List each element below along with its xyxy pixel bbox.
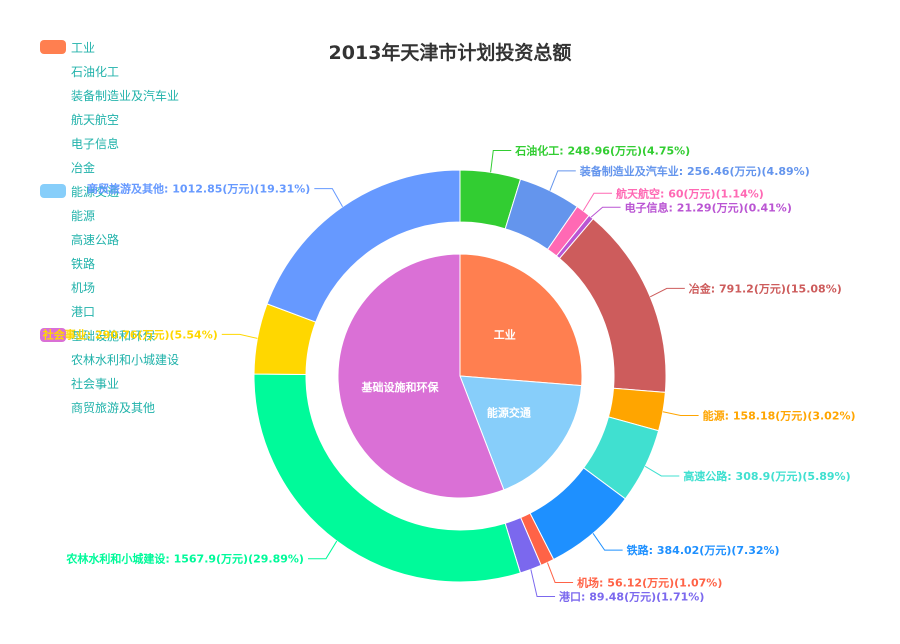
outer-label-slice-8: 机场: 56.12(万元)(1.07%) bbox=[577, 575, 722, 589]
legend-item-label: 高速公路 bbox=[71, 233, 120, 247]
leader-slice-7 bbox=[592, 533, 623, 551]
legend-label: 基础设施和环保 bbox=[71, 329, 156, 343]
legend-swatch bbox=[40, 184, 66, 198]
leader-slice-5 bbox=[662, 411, 699, 417]
legend-group-2[interactable]: 基础设施和环保 bbox=[40, 326, 240, 350]
leader-slice-10 bbox=[307, 540, 338, 560]
legend-item-label: 冶金 bbox=[71, 161, 96, 175]
outer-label-slice-2: 航天航空: 60(万元)(1.14%) bbox=[616, 186, 764, 200]
legend-item-label: 港口 bbox=[71, 305, 96, 319]
outer-label-slice-6: 高速公路: 308.9(万元)(5.89%) bbox=[683, 469, 850, 483]
legend-item-0-2[interactable]: 航天航空 bbox=[40, 110, 240, 134]
legend-item-2-0[interactable]: 农林水利和小城建设 bbox=[40, 350, 240, 374]
legend-item-label: 机场 bbox=[71, 281, 96, 295]
inner-slice-1[interactable] bbox=[459, 375, 583, 491]
outer-label-slice-12: 商贸旅游及其他: 1012.85(万元)(19.31%) bbox=[87, 182, 310, 196]
legend-item-1-4[interactable]: 港口 bbox=[40, 302, 240, 326]
legend-item-0-0[interactable]: 石油化工 bbox=[40, 62, 240, 86]
outer-slice-12[interactable] bbox=[266, 169, 461, 323]
leader-slice-3 bbox=[590, 206, 621, 218]
slice-labels: 石油化工: 248.96(万元)(4.75%) 装备制造业及汽车业: 256.46… bbox=[42, 144, 856, 604]
outer-label-slice-3: 电子信息: 21.29(万元)(0.41%) bbox=[625, 200, 792, 214]
legend-group-0[interactable]: 工业 bbox=[40, 38, 240, 62]
legend-item-label: 商贸旅游及其他 bbox=[71, 401, 156, 415]
legend-item-0-3[interactable]: 电子信息 bbox=[40, 134, 240, 158]
legend-label: 能源交通 bbox=[71, 185, 120, 199]
legend-item-2-2[interactable]: 商贸旅游及其他 bbox=[40, 398, 240, 422]
leader-slice-0 bbox=[490, 150, 512, 173]
legend-item-0-4[interactable]: 冶金 bbox=[40, 158, 240, 182]
outer-label-slice-4: 冶金: 791.2(万元)(15.08%) bbox=[689, 281, 842, 295]
legend-item-1-0[interactable]: 能源 bbox=[40, 206, 240, 230]
leader-slice-9 bbox=[530, 569, 556, 597]
inner-slice-label: 工业 bbox=[494, 328, 516, 342]
chart-title: 2013年天津市计划投资总额 bbox=[328, 42, 572, 64]
leader-slice-6 bbox=[644, 465, 680, 477]
legend-item-label: 航天航空 bbox=[71, 113, 120, 127]
outer-label-slice-7: 铁路: 384.02(万元)(7.32%) bbox=[627, 543, 780, 557]
legend-item-label: 电子信息 bbox=[71, 137, 120, 151]
legend-item-label: 石油化工 bbox=[71, 65, 120, 79]
leader-slice-2 bbox=[582, 192, 612, 212]
legend-item-label: 铁路 bbox=[71, 257, 96, 271]
label-leaders bbox=[221, 150, 699, 597]
outer-label-slice-9: 港口: 89.48(万元)(1.71%) bbox=[559, 589, 704, 603]
leader-slice-4 bbox=[649, 287, 685, 298]
outer-ring bbox=[253, 169, 667, 583]
legend-label: 工业 bbox=[71, 41, 96, 55]
inner-slice-2[interactable] bbox=[337, 253, 505, 499]
outer-label-slice-11: 社会事业: 290.76(万元)(5.54%) bbox=[42, 327, 218, 341]
leader-slice-1 bbox=[549, 170, 576, 191]
leader-slice-8 bbox=[546, 562, 574, 583]
legend-item-1-1[interactable]: 高速公路 bbox=[40, 230, 240, 254]
legend-swatch bbox=[40, 328, 66, 342]
inner-slice-0[interactable] bbox=[459, 253, 583, 387]
outer-label-slice-5: 能源: 158.18(万元)(3.02%) bbox=[703, 409, 856, 423]
legend-item-1-3[interactable]: 机场 bbox=[40, 278, 240, 302]
outer-label-slice-10: 农林水利和小城建设: 1567.9(万元)(29.89%) bbox=[65, 552, 304, 566]
legend-item-label: 能源 bbox=[71, 209, 96, 223]
leader-slice-12 bbox=[314, 188, 344, 207]
inner-slice-label: 基础设施和环保 bbox=[361, 380, 440, 394]
legend-item-label: 社会事业 bbox=[71, 377, 120, 391]
outer-label-slice-0: 石油化工: 248.96(万元)(4.75%) bbox=[514, 144, 690, 158]
inner-slice-label: 能源交通 bbox=[487, 405, 531, 419]
leader-slice-11 bbox=[221, 333, 258, 339]
legend-item-2-1[interactable]: 社会事业 bbox=[40, 374, 240, 398]
legend-item-label: 农林水利和小城建设 bbox=[71, 353, 180, 367]
legend-item-label: 装备制造业及汽车业 bbox=[71, 89, 180, 103]
legend: 工业石油化工装备制造业及汽车业 航天航空电子信息冶金能源交通能源高速公路铁路机场港… bbox=[40, 38, 240, 422]
outer-slice-10[interactable] bbox=[253, 373, 522, 583]
outer-label-slice-1: 装备制造业及汽车业: 256.46(万元)(4.89%) bbox=[579, 164, 810, 178]
legend-item-0-1[interactable]: 装备制造业及汽车业 bbox=[40, 86, 240, 110]
legend-item-1-2[interactable]: 铁路 bbox=[40, 254, 240, 278]
legend-group-1[interactable]: 能源交通 bbox=[40, 182, 240, 206]
legend-swatch bbox=[40, 40, 66, 54]
